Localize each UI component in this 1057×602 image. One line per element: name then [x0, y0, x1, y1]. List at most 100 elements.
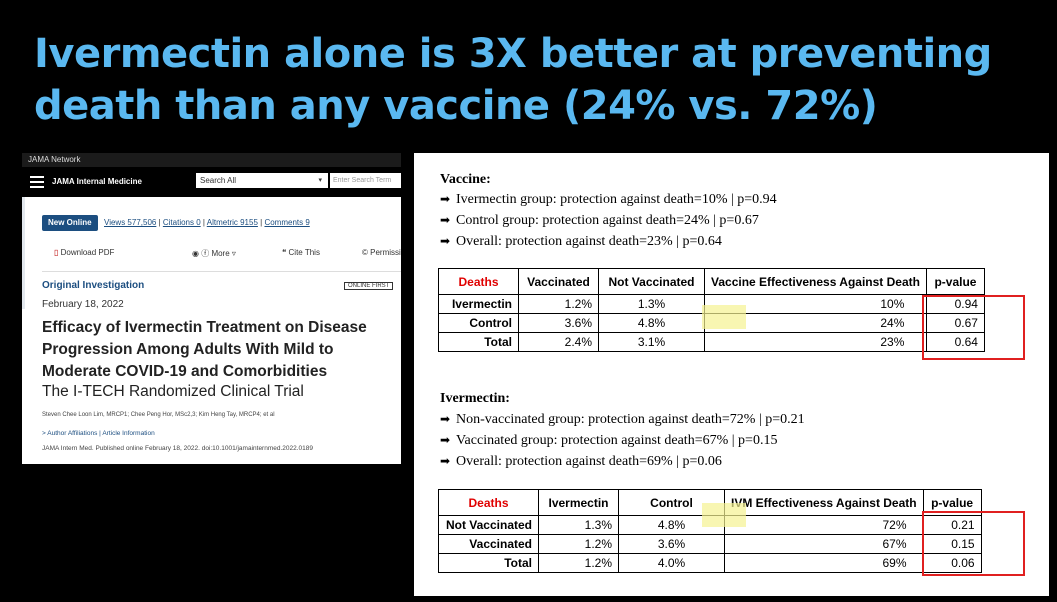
- ivermectin-bullet-2: ➡ Vaccinated group: protection against de…: [440, 433, 777, 449]
- views-link[interactable]: Views 577,506: [104, 218, 157, 227]
- arrow-right-icon: ➡: [440, 234, 451, 248]
- online-first-badge: ONLINE FIRST: [344, 282, 394, 290]
- vaccine-bullet-1: ➡ Ivermectin group: protection against de…: [440, 192, 777, 208]
- jama-header: JAMA Internal Medicine Search All ▾ Ente…: [22, 167, 401, 197]
- cell: 3.1%: [598, 332, 705, 352]
- new-online-button[interactable]: New Online: [42, 215, 98, 231]
- cell-effectiveness: 72%: [876, 515, 924, 535]
- arrow-right-icon: ➡: [440, 192, 451, 206]
- divider: [42, 271, 401, 272]
- highlight-marker: [702, 305, 746, 329]
- journal-brand[interactable]: JAMA Internal Medicine: [52, 177, 142, 186]
- search-input[interactable]: Enter Search Term: [330, 173, 401, 188]
- cell: 1.2%: [538, 553, 619, 573]
- cell: 1.2%: [538, 534, 619, 554]
- copyright-icon: ©: [362, 248, 371, 257]
- permissions-label: Permissions: [370, 248, 401, 257]
- ivermectin-bullet-1: ➡ Non-vaccinated group: protection agains…: [440, 412, 805, 428]
- search-scope-select[interactable]: Search All ▾: [196, 173, 328, 188]
- row-label: Total: [438, 553, 539, 573]
- header-col-1: Ivermectin: [538, 489, 619, 516]
- table-row: Vaccinated 1.2% 3.6% 67% 0.15: [438, 534, 982, 554]
- headline-line-1: Ivermectin alone is 3X better at prevent…: [34, 31, 992, 77]
- bullet-text: Overall: protection against death=23% | …: [456, 234, 722, 249]
- arrow-right-icon: ➡: [440, 433, 451, 447]
- bullet-text: Non-vaccinated group: protection against…: [456, 412, 805, 427]
- cell: [724, 534, 877, 554]
- share-icons: ◉ ⓕ: [192, 249, 212, 258]
- table-row: Control 3.6% 4.8% 24% 0.67: [438, 313, 985, 333]
- more-label: More: [211, 249, 230, 258]
- cell: 1.3%: [538, 515, 619, 535]
- quote-icon: ❝: [282, 248, 289, 257]
- more-button[interactable]: ◉ ⓕ More ▿: [192, 248, 236, 259]
- cell: 4.8%: [598, 313, 705, 333]
- table-header-row: Deaths Vaccinated Not Vaccinated Vaccine…: [438, 268, 985, 295]
- comments-link[interactable]: Comments 9: [264, 218, 310, 227]
- download-pdf-label: Download PDF: [60, 248, 115, 257]
- row-label: Vaccinated: [438, 534, 539, 554]
- altmetric-link[interactable]: Altmetric 9155: [206, 218, 258, 227]
- cell: 1.3%: [598, 294, 705, 314]
- chevron-down-icon: ▾: [318, 177, 322, 184]
- arrow-right-icon: ➡: [440, 213, 451, 227]
- highlight-box: [922, 295, 1025, 360]
- bullet-text: Control group: protection against death=…: [456, 213, 759, 228]
- cell: [724, 515, 877, 535]
- header-col-2: Not Vaccinated: [598, 268, 705, 295]
- permissions-button[interactable]: © Permissions: [362, 248, 401, 257]
- cell-effectiveness: 67%: [876, 534, 924, 554]
- arrow-right-icon: ➡: [440, 454, 451, 468]
- download-pdf-button[interactable]: ▯ Download PDF: [54, 248, 114, 257]
- article-citation: JAMA Intern Med. Published online Februa…: [42, 445, 314, 452]
- article-information-link[interactable]: Article Information: [102, 430, 155, 437]
- chevron-down-icon: ▿: [229, 249, 236, 258]
- row-label: Ivermectin: [438, 294, 519, 314]
- header-deaths: Deaths: [438, 268, 519, 295]
- article-date: February 18, 2022: [42, 299, 124, 310]
- cell: 3.6%: [618, 534, 725, 554]
- header-effectiveness: Vaccine Effectiveness Against Death: [704, 268, 927, 295]
- header-deaths: Deaths: [438, 489, 539, 516]
- cell-p-value: 0.21: [922, 515, 982, 535]
- highlight-marker: [702, 503, 746, 527]
- cell-effectiveness: 23%: [874, 332, 927, 352]
- table-row: Total 2.4% 3.1% 23% 0.64: [438, 332, 985, 352]
- vaccine-heading: Vaccine:: [440, 172, 491, 187]
- cell: [704, 332, 875, 352]
- search-scope-value: Search All: [200, 176, 237, 185]
- cell: 3.6%: [518, 313, 599, 333]
- article-metrics-row: New Online Views 577,506 | Citations 0 |…: [22, 215, 401, 233]
- jama-article-screenshot: JAMA Network JAMA Internal Medicine Sear…: [22, 153, 401, 464]
- article-links: > Author Affiliations | Article Informat…: [42, 430, 155, 437]
- cite-this-label: Cite This: [288, 248, 320, 257]
- vaccine-bullet-3: ➡ Overall: protection against death=23% |…: [440, 234, 722, 250]
- highlight-box: [922, 511, 1025, 576]
- article-authors: Steven Chee Loon Lim, MRCP1; Chee Peng H…: [42, 412, 275, 418]
- row-label: Total: [438, 332, 519, 352]
- citations-link[interactable]: Citations 0: [162, 218, 201, 227]
- ivermectin-heading: Ivermectin:: [440, 391, 510, 406]
- cite-this-button[interactable]: ❝ Cite This: [282, 248, 320, 257]
- header-col-1: Vaccinated: [518, 268, 599, 295]
- bullet-text: Vaccinated group: protection against dea…: [456, 433, 778, 448]
- results-panel: Vaccine: ➡ Ivermectin group: protection a…: [414, 153, 1049, 596]
- article-title: Efficacy of Ivermectin Treatment on Dise…: [42, 319, 367, 380]
- vaccine-bullet-2: ➡ Control group: protection against death…: [440, 213, 759, 229]
- cell-p-value: 0.64: [925, 332, 985, 352]
- headline: Ivermectin alone is 3X better at prevent…: [34, 28, 1034, 132]
- arrow-right-icon: ➡: [440, 412, 451, 426]
- row-label: Not Vaccinated: [438, 515, 539, 535]
- row-label: Control: [438, 313, 519, 333]
- header-effectiveness: IVM Effectiveness Against Death: [724, 489, 924, 516]
- cell-effectiveness: 10%: [874, 294, 927, 314]
- pdf-icon: ▯: [54, 248, 61, 257]
- jama-network-bar: JAMA Network: [22, 153, 401, 167]
- article-tools: ▯ Download PDF ◉ ⓕ More ▿ ❝ Cite This © …: [42, 248, 401, 262]
- vaccine-table: Deaths Vaccinated Not Vaccinated Vaccine…: [438, 268, 985, 352]
- author-affiliations-link[interactable]: Author Affiliations: [47, 430, 98, 437]
- menu-icon[interactable]: [30, 176, 44, 191]
- cell-p-value: 0.06: [922, 553, 982, 573]
- article-type[interactable]: Original Investigation: [42, 280, 145, 291]
- bullet-text: Overall: protection against death=69% | …: [456, 454, 722, 469]
